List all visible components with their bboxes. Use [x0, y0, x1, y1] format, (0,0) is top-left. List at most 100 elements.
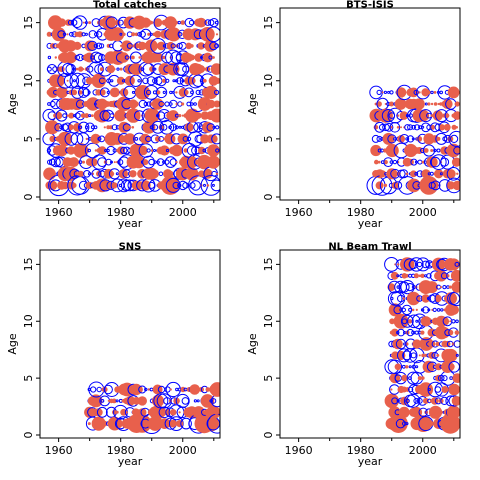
bubble-mark [85, 77, 94, 85]
bubble-mark [447, 363, 455, 371]
bubble-mark [78, 160, 83, 165]
bubble-mark [204, 40, 217, 52]
bubble-mark [176, 77, 184, 85]
bubble-mark [450, 269, 460, 282]
bubble-mark [101, 15, 116, 30]
bubble-mark [158, 171, 164, 177]
bubble-mark [190, 102, 194, 106]
bubble-mark [180, 386, 186, 393]
bubble-mark [425, 317, 433, 325]
x-axis-label: year [358, 217, 383, 230]
bubble-mark [56, 86, 68, 99]
bubble-mark [162, 44, 167, 48]
panel-1: 1960 1980 2000 0 5 10 15 BTS-ISIS year Age [246, 0, 461, 230]
bubble-mark [71, 85, 84, 99]
y-tick-label: 10 [262, 314, 275, 328]
bubble-mark [401, 318, 408, 325]
bubble-mark [214, 77, 220, 84]
panel-title: BTS-ISIS [346, 0, 394, 11]
bubble-mark [431, 257, 446, 272]
bubble-mark [454, 410, 459, 415]
bubble-mark [418, 354, 421, 357]
bubble-mark [128, 126, 132, 129]
bubble-mark [155, 407, 167, 418]
bubble-mark [188, 175, 208, 196]
bubble-mark [200, 134, 210, 144]
bubble-mark [202, 78, 207, 83]
bubble-mark [113, 418, 123, 429]
bubble-mark [90, 51, 102, 64]
bubble-mark [421, 160, 425, 164]
bubble-mark [388, 280, 401, 294]
bubble-mark [401, 374, 408, 382]
x-tick-label: 1980 [107, 206, 135, 219]
panel-title: SNS [119, 242, 142, 253]
bubble-mark [454, 307, 459, 313]
bubble-mark [138, 99, 147, 109]
bubble-mark [156, 158, 165, 167]
bubble-mark [151, 98, 164, 110]
bubble-mark [46, 64, 58, 75]
bubble-mark [78, 125, 83, 130]
bubble-mark [392, 338, 403, 350]
bubble-mark [383, 160, 388, 165]
bubble-mark [421, 122, 431, 133]
bubble-mark [193, 102, 197, 106]
bubbles [42, 14, 220, 197]
bubble-mark [147, 32, 151, 36]
bubble-mark [196, 399, 200, 403]
bubble-mark [196, 387, 200, 392]
bubble-mark [122, 32, 126, 36]
bubble-mark [447, 258, 460, 271]
bubble-mark [90, 386, 97, 393]
x-tick-label: 1960 [45, 444, 73, 457]
bubble-mark [443, 123, 451, 131]
bubble-mark [48, 15, 63, 30]
bubble-mark [411, 308, 415, 312]
bubble-mark [137, 79, 141, 83]
bubble-mark [69, 72, 86, 89]
bubble-mark [120, 179, 133, 191]
bubble-mark [57, 30, 66, 39]
bubble-mark [74, 112, 81, 119]
bubble-mark [451, 157, 460, 167]
bubble-mark [412, 339, 422, 349]
bubble-mark [400, 314, 414, 328]
bubble-mark [184, 122, 194, 132]
bubble-mark [140, 180, 151, 191]
bubble-mark [421, 376, 425, 380]
y-tick-label: 5 [262, 135, 275, 142]
bubble-mark [84, 52, 95, 63]
bubble-mark [134, 137, 139, 141]
bubble-mark [384, 103, 387, 105]
bubble-mark [156, 111, 166, 120]
bubble-mark [414, 415, 432, 432]
bubble-mark [208, 55, 213, 60]
bubble-mark [436, 353, 440, 357]
bubble-mark [371, 134, 380, 143]
bubble-mark [428, 405, 443, 419]
bubble-mark [451, 396, 460, 406]
bubble-mark [78, 66, 84, 72]
bubble-mark [394, 98, 407, 110]
bubble-mark [446, 177, 460, 194]
bubble-mark [153, 52, 163, 63]
bubble-mark [124, 133, 136, 145]
bubble-mark [164, 101, 170, 107]
bubble-mark [396, 274, 400, 278]
bubble-mark [418, 91, 421, 94]
bubble-mark [407, 124, 414, 131]
bubble-mark [417, 376, 422, 381]
bubble-mark [415, 308, 418, 311]
bubble-mark [454, 330, 460, 335]
bubble-mark [73, 122, 82, 132]
bubble-mark [172, 181, 180, 190]
bubble-mark [171, 144, 183, 157]
bubble-mark [85, 122, 95, 133]
x-tick-label: 1980 [107, 444, 135, 457]
bubble-mark [120, 382, 134, 397]
bubble-mark [209, 108, 220, 123]
y-tick-label: 0 [22, 432, 35, 439]
x-tick-label: 2000 [169, 206, 197, 219]
